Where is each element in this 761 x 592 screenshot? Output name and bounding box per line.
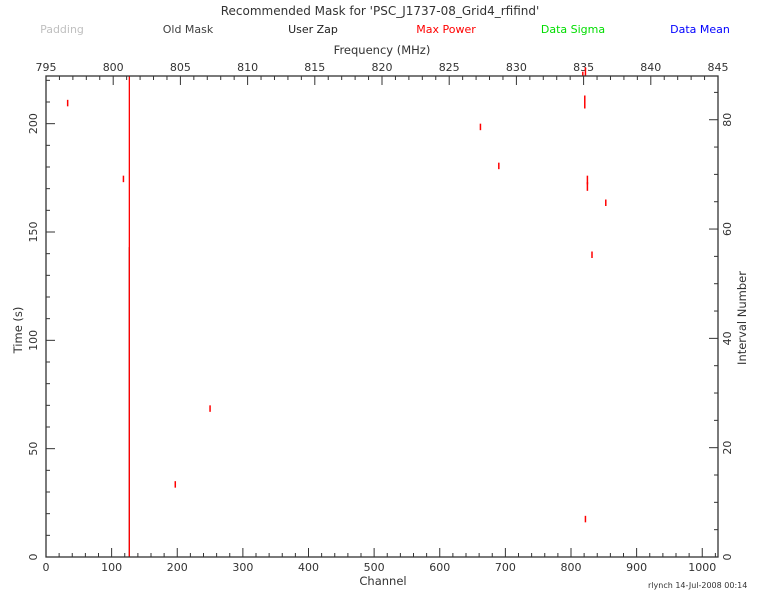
y2-tick-label: 0 (721, 554, 734, 561)
x-tick-label: 500 (364, 561, 385, 574)
data-marks (66, 67, 607, 557)
y-tick-label: 150 (27, 222, 40, 243)
legend-item: Data Mean (670, 23, 730, 36)
x-axis-label: Channel (359, 574, 406, 588)
x2-tick-label: 820 (372, 61, 393, 74)
frequency-axis-ticks: 795 800 805 810 815 820 825 830 835 840 845 (36, 61, 729, 85)
y2-tick-label: 60 (721, 222, 734, 236)
x-tick-label: 700 (495, 561, 516, 574)
plot-frame (45, 75, 719, 558)
x2-tick-label: 800 (103, 61, 124, 74)
legend-item: Data Sigma (541, 23, 605, 36)
interval-axis-ticks: 0 20 40 60 80 (709, 91, 734, 561)
y-tick-label: 200 (27, 113, 40, 134)
legend-item: Padding (40, 23, 84, 36)
y2-tick-label: 80 (721, 113, 734, 127)
y2-tick-label: 20 (721, 441, 734, 455)
x-tick-label: 100 (101, 561, 122, 574)
y2-axis-label: Interval Number (735, 271, 749, 365)
x-tick-label: 900 (626, 561, 647, 574)
channel-axis-ticks: 0 100 200 300 400 500 600 700 800 900 1000 (43, 548, 716, 574)
y-axis-label: Time (s) (11, 307, 25, 355)
legend-item: Max Power (416, 23, 476, 36)
y-tick-label: 50 (27, 442, 40, 456)
footer-text: rlynch 14-Jul-2008 00:14 (648, 581, 747, 590)
x2-tick-label: 825 (439, 61, 460, 74)
x2-tick-label: 810 (237, 61, 258, 74)
y-tick-label: 100 (27, 330, 40, 351)
legend-item: User Zap (288, 23, 338, 36)
x2-tick-label: 840 (640, 61, 661, 74)
legend-item: Old Mask (163, 23, 214, 36)
x-tick-label: 0 (43, 561, 50, 574)
time-axis-ticks: 0 50 100 150 200 (27, 79, 55, 561)
y2-tick-label: 40 (721, 331, 734, 345)
x-tick-label: 400 (298, 561, 319, 574)
x-tick-label: 300 (232, 561, 253, 574)
x2-tick-label: 795 (36, 61, 57, 74)
x-tick-label: 600 (429, 561, 450, 574)
y-tick-label: 0 (27, 554, 40, 561)
x2-tick-label: 805 (170, 61, 191, 74)
x-tick-label: 1000 (688, 561, 716, 574)
x2-tick-label: 845 (708, 61, 729, 74)
x-tick-label: 200 (167, 561, 188, 574)
x2-tick-label: 815 (304, 61, 325, 74)
x2-tick-label: 835 (573, 61, 594, 74)
x2-tick-label: 830 (506, 61, 527, 74)
x-tick-label: 800 (561, 561, 582, 574)
legend: Padding Old Mask User Zap Max Power Data Sig… (40, 23, 730, 36)
x2-axis-label: Frequency (MHz) (334, 43, 431, 57)
chart-title: Recommended Mask for 'PSC_J1737-08_Grid4… (221, 4, 540, 18)
